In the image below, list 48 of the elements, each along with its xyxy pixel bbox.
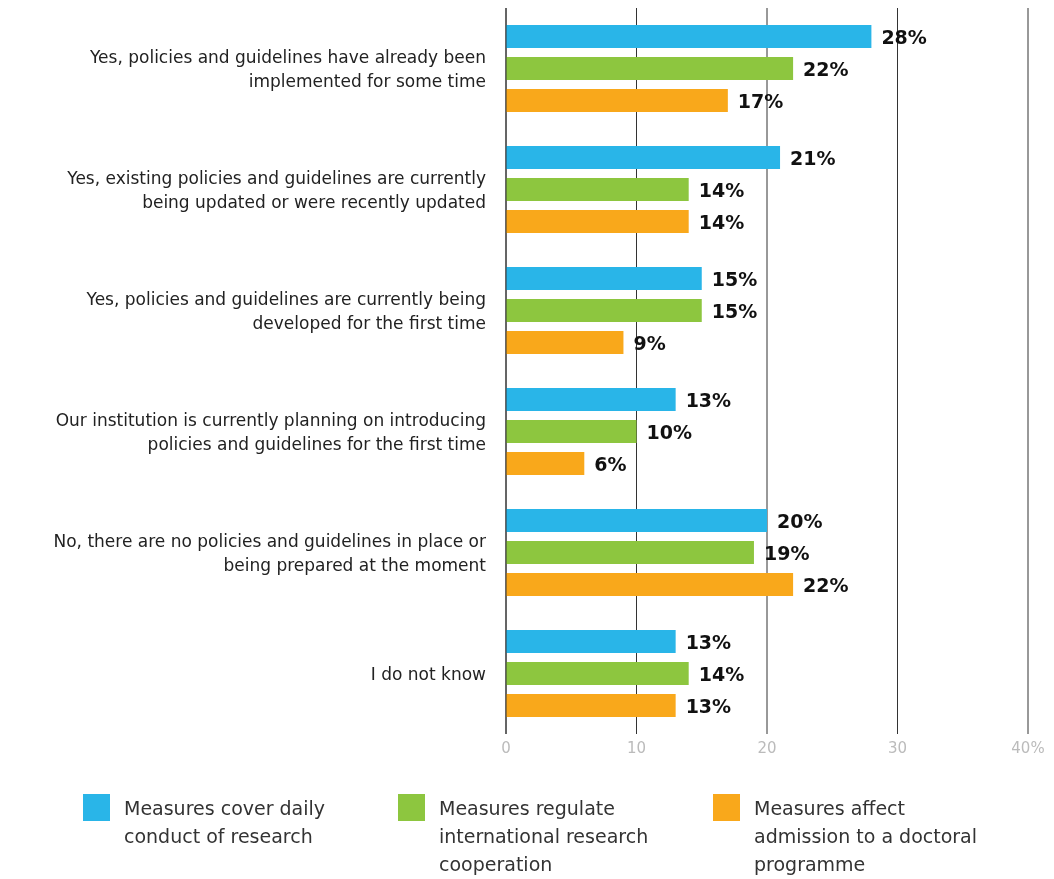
- y-tick-label: Our institution is currently planning on introducing policies and guidelines for the first time: [55, 409, 486, 454]
- data-label: 13%: [685, 630, 732, 653]
- bar: [506, 509, 767, 532]
- bar: [506, 25, 872, 48]
- x-tick-label: 40%: [1011, 738, 1045, 757]
- data-label: 15%: [711, 299, 758, 322]
- legend-label: Measures cover daily conduct of research: [124, 796, 327, 849]
- x-tick-label: 20: [757, 738, 777, 757]
- bar: [506, 452, 585, 475]
- bar: [506, 267, 702, 290]
- data-label: 6%: [594, 452, 627, 475]
- bar: [506, 420, 637, 443]
- bar: [506, 388, 676, 411]
- data-label: 21%: [790, 146, 836, 169]
- data-label: 13%: [685, 694, 732, 717]
- data-label: 14%: [698, 178, 745, 201]
- bar: [506, 57, 794, 80]
- bar: [506, 541, 754, 564]
- data-label: 15%: [711, 267, 758, 290]
- data-label: 20%: [777, 509, 823, 532]
- data-label: 19%: [763, 541, 810, 564]
- y-tick-label: Yes, policies and guidelines have already been implemented for some time: [88, 46, 486, 91]
- bar: [506, 331, 624, 354]
- x-tick-label: 30: [887, 738, 908, 757]
- bar: [506, 630, 676, 653]
- data-label: 17%: [737, 89, 784, 112]
- y-tick-label: Yes, policies and guidelines are currently being developed for the first time: [85, 288, 486, 333]
- bar: [506, 210, 689, 233]
- bar: [506, 299, 702, 322]
- data-label: 13%: [685, 388, 732, 411]
- x-tick-label: 0: [501, 738, 511, 757]
- data-label: 10%: [646, 420, 692, 443]
- x-tick-label: 10: [626, 738, 647, 757]
- data-label: 22%: [803, 57, 849, 80]
- bar: [506, 662, 689, 685]
- data-label: 22%: [803, 573, 849, 596]
- data-label: 14%: [698, 210, 745, 233]
- bar: [506, 89, 728, 112]
- bar: [506, 178, 689, 201]
- legend-label: Measures affect admission to a doctoral programme: [754, 796, 978, 877]
- bar: [506, 694, 676, 717]
- bar: [506, 573, 794, 596]
- y-tick-label: Yes, existing policies and guidelines are currently being updated or were recently updated: [66, 167, 486, 212]
- legend-label: Measures regulate international research cooperation: [439, 796, 650, 877]
- y-tick-label: No, there are no policies and guidelines in place or being prepared at the moment: [53, 530, 487, 575]
- data-label: 14%: [698, 662, 745, 685]
- bar: [506, 146, 781, 169]
- y-tick-label: I do not know: [370, 663, 487, 684]
